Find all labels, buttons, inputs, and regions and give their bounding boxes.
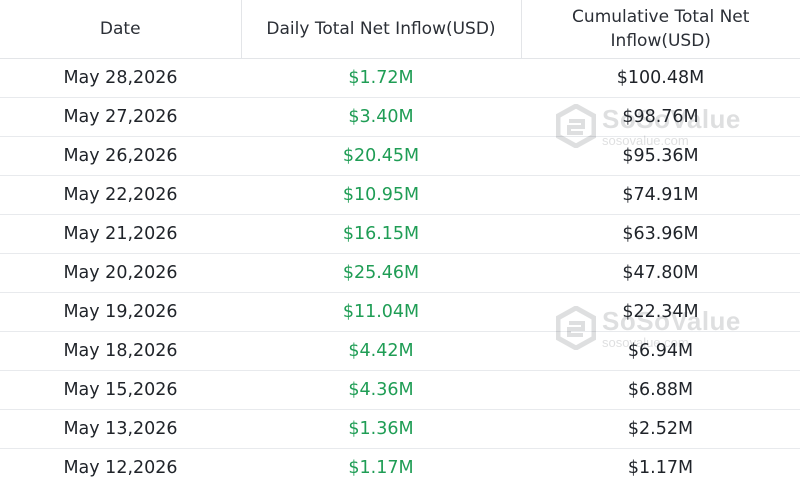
header-date[interactable]: Date (0, 0, 241, 59)
cell-date: May 15,2026 (0, 371, 241, 410)
cell-cumulative-net-inflow: $22.34M (521, 293, 800, 332)
cell-date: May 22,2026 (0, 176, 241, 215)
cell-cumulative-net-inflow: $2.52M (521, 410, 800, 449)
cell-daily-net-inflow: $25.46M (241, 254, 521, 293)
cell-date: May 13,2026 (0, 410, 241, 449)
cell-date: May 19,2026 (0, 293, 241, 332)
cell-date: May 21,2026 (0, 215, 241, 254)
cell-cumulative-net-inflow: $95.36M (521, 137, 800, 176)
cell-date: May 28,2026 (0, 59, 241, 98)
cell-daily-net-inflow: $4.36M (241, 371, 521, 410)
cell-date: May 20,2026 (0, 254, 241, 293)
cell-daily-net-inflow: $16.15M (241, 215, 521, 254)
cell-daily-net-inflow: $1.17M (241, 449, 521, 487)
table-row[interactable]: May 20,2026$25.46M$47.80M (0, 254, 800, 293)
cell-date: May 27,2026 (0, 98, 241, 137)
table-row[interactable]: May 28,2026$1.72M$100.48M (0, 59, 800, 98)
cell-daily-net-inflow: $1.72M (241, 59, 521, 98)
cell-daily-net-inflow: $4.42M (241, 332, 521, 371)
header-daily-net-inflow[interactable]: Daily Total Net Inflow(USD) (241, 0, 521, 59)
table-row[interactable]: May 15,2026$4.36M$6.88M (0, 371, 800, 410)
table-row[interactable]: May 18,2026$4.42M$6.94M (0, 332, 800, 371)
table-row[interactable]: May 27,2026$3.40M$98.76M (0, 98, 800, 137)
table-row[interactable]: May 22,2026$10.95M$74.91M (0, 176, 800, 215)
cell-cumulative-net-inflow: $6.88M (521, 371, 800, 410)
cell-daily-net-inflow: $3.40M (241, 98, 521, 137)
cell-cumulative-net-inflow: $6.94M (521, 332, 800, 371)
cell-date: May 12,2026 (0, 449, 241, 487)
cell-cumulative-net-inflow: $47.80M (521, 254, 800, 293)
table-row[interactable]: May 13,2026$1.36M$2.52M (0, 410, 800, 449)
cell-cumulative-net-inflow: $63.96M (521, 215, 800, 254)
cell-date: May 18,2026 (0, 332, 241, 371)
table-row[interactable]: May 19,2026$11.04M$22.34M (0, 293, 800, 332)
cell-cumulative-net-inflow: $1.17M (521, 449, 800, 487)
cell-daily-net-inflow: $1.36M (241, 410, 521, 449)
table-row[interactable]: May 12,2026$1.17M$1.17M (0, 449, 800, 487)
cell-daily-net-inflow: $20.45M (241, 137, 521, 176)
cell-cumulative-net-inflow: $100.48M (521, 59, 800, 98)
cell-date: May 26,2026 (0, 137, 241, 176)
cell-cumulative-net-inflow: $98.76M (521, 98, 800, 137)
table-header-row: Date Daily Total Net Inflow(USD) Cumulat… (0, 0, 800, 59)
cell-cumulative-net-inflow: $74.91M (521, 176, 800, 215)
header-cumulative-net-inflow[interactable]: Cumulative Total Net Inflow(USD) (521, 0, 800, 59)
table-row[interactable]: May 21,2026$16.15M$63.96M (0, 215, 800, 254)
table-row[interactable]: May 26,2026$20.45M$95.36M (0, 137, 800, 176)
cell-daily-net-inflow: $10.95M (241, 176, 521, 215)
cell-daily-net-inflow: $11.04M (241, 293, 521, 332)
